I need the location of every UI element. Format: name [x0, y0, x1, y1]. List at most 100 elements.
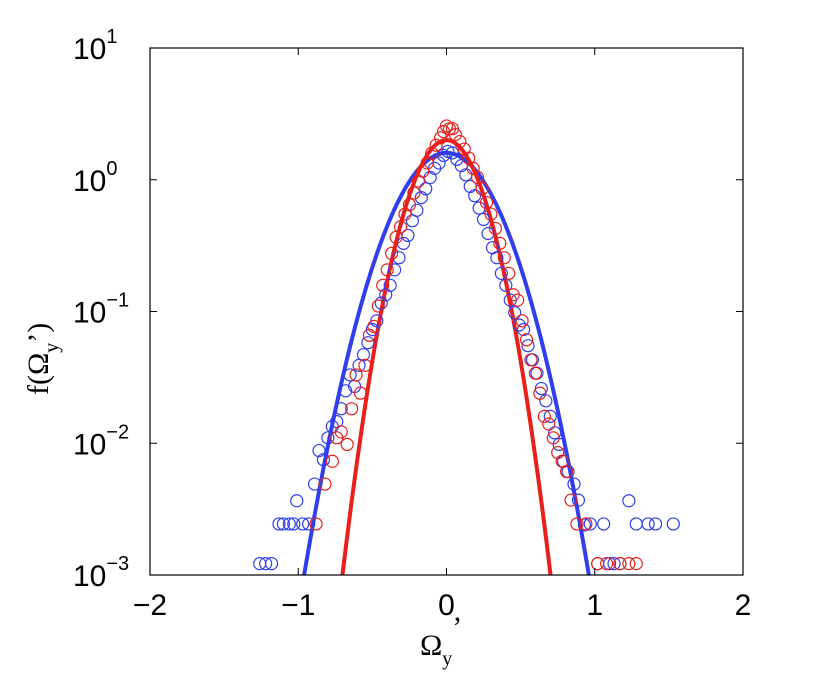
blue-data-point — [302, 517, 316, 531]
red-data-point — [407, 186, 421, 200]
blue-data-point — [392, 251, 406, 265]
red-data-point — [493, 236, 507, 250]
red-data-point — [484, 207, 498, 221]
blue-data-point — [374, 296, 388, 310]
data-markers — [253, 119, 680, 571]
red-data-point — [362, 328, 377, 342]
blue-data-point — [445, 146, 460, 160]
red-data-point — [349, 368, 363, 382]
red-data-point — [353, 386, 368, 400]
red-data-point — [433, 131, 448, 145]
red-data-point — [613, 557, 627, 571]
red-data-point — [479, 195, 494, 210]
y-tick-label: 100 — [73, 158, 118, 198]
red-data-point — [519, 333, 534, 347]
red-data-point — [416, 164, 430, 178]
red-data-point — [358, 358, 372, 372]
red-data-point — [542, 417, 556, 431]
red-data-point — [309, 517, 323, 531]
blue-data-point — [264, 557, 279, 571]
red-data-point — [367, 319, 381, 334]
red-data-point — [471, 170, 485, 185]
blue-data-point — [388, 263, 402, 277]
red-data-point — [448, 128, 462, 142]
axis-ticks — [149, 47, 744, 576]
blue-data-point — [321, 431, 335, 445]
red-data-point — [393, 220, 408, 234]
blue-data-point — [414, 191, 428, 205]
blue-data-point — [361, 336, 375, 350]
blue-data-point — [494, 266, 508, 280]
red-data-point — [453, 134, 467, 149]
red-data-point — [340, 437, 354, 452]
x-axis-label: Ωy’ — [420, 611, 462, 670]
red-data-point — [537, 409, 551, 423]
red-data-point — [380, 263, 394, 277]
y-axis-label: f(Ωy’) — [22, 323, 63, 395]
blue-data-point — [334, 402, 348, 416]
red-data-point — [502, 266, 516, 280]
blue-data-point — [356, 348, 371, 362]
red-data-point — [376, 278, 390, 292]
fit-lines — [302, 138, 591, 575]
red-data-point — [579, 517, 593, 531]
blue-data-point — [648, 517, 663, 531]
red-data-point — [371, 299, 385, 313]
red-data-point — [488, 221, 503, 236]
blue-data-point — [459, 168, 473, 182]
blue-data-point — [290, 494, 304, 508]
blue-fit-line — [302, 150, 591, 575]
blue-data-point — [516, 322, 531, 337]
blue-data-point — [419, 182, 433, 196]
blue-data-point — [383, 278, 397, 292]
x-tick-label: −1 — [281, 589, 315, 622]
x-tick-label: 1 — [586, 589, 603, 622]
blue-data-point — [521, 339, 535, 353]
red-data-point — [425, 146, 439, 160]
blue-data-point — [597, 517, 611, 531]
blue-data-point — [539, 394, 553, 408]
red-fit-line — [340, 138, 553, 575]
blue-data-point — [666, 517, 680, 531]
red-data-point — [551, 445, 565, 460]
blue-data-point — [468, 189, 482, 203]
blue-data-point — [571, 493, 586, 507]
blue-data-point — [622, 494, 636, 508]
blue-data-point — [641, 517, 655, 531]
x-tick-label: 0 — [438, 589, 455, 622]
x-axis-label-sub: y — [442, 648, 452, 670]
tick-labels: −2 −1 0 1 2 10−3 10−2 10−1 100 101 — [73, 26, 751, 622]
red-data-point — [439, 119, 454, 133]
blue-data-point — [316, 453, 331, 467]
red-data-point — [457, 142, 471, 156]
red-data-point — [600, 557, 614, 571]
blue-data-point — [296, 517, 310, 531]
red-data-point — [546, 431, 560, 445]
blue-data-point — [276, 517, 291, 531]
x-axis-label-main: Ω — [420, 629, 442, 662]
blue-data-point — [259, 557, 273, 571]
blue-data-point — [282, 517, 296, 531]
red-data-point — [533, 386, 547, 400]
blue-data-point — [567, 477, 581, 491]
blue-data-point — [339, 384, 353, 398]
red-data-point — [591, 557, 605, 571]
x-axis-label-suffix: ’ — [452, 611, 462, 644]
red-data-point — [445, 122, 460, 136]
red-data-point — [528, 366, 543, 380]
red-data-point — [570, 517, 584, 531]
blue-data-point — [512, 318, 526, 332]
red-data-point — [515, 314, 529, 328]
red-data-point — [497, 251, 511, 265]
blue-data-point — [577, 518, 591, 532]
blue-data-point — [543, 409, 557, 423]
blue-data-point — [583, 517, 597, 531]
red-data-point — [511, 293, 525, 307]
y-axis-label-prefix: f(Ω — [22, 353, 55, 395]
red-data-point — [334, 425, 348, 439]
blue-data-point — [607, 557, 621, 571]
red-data-point — [475, 182, 489, 196]
y-axis-label-suffix: ’) — [22, 323, 55, 343]
red-data-point — [559, 464, 574, 479]
